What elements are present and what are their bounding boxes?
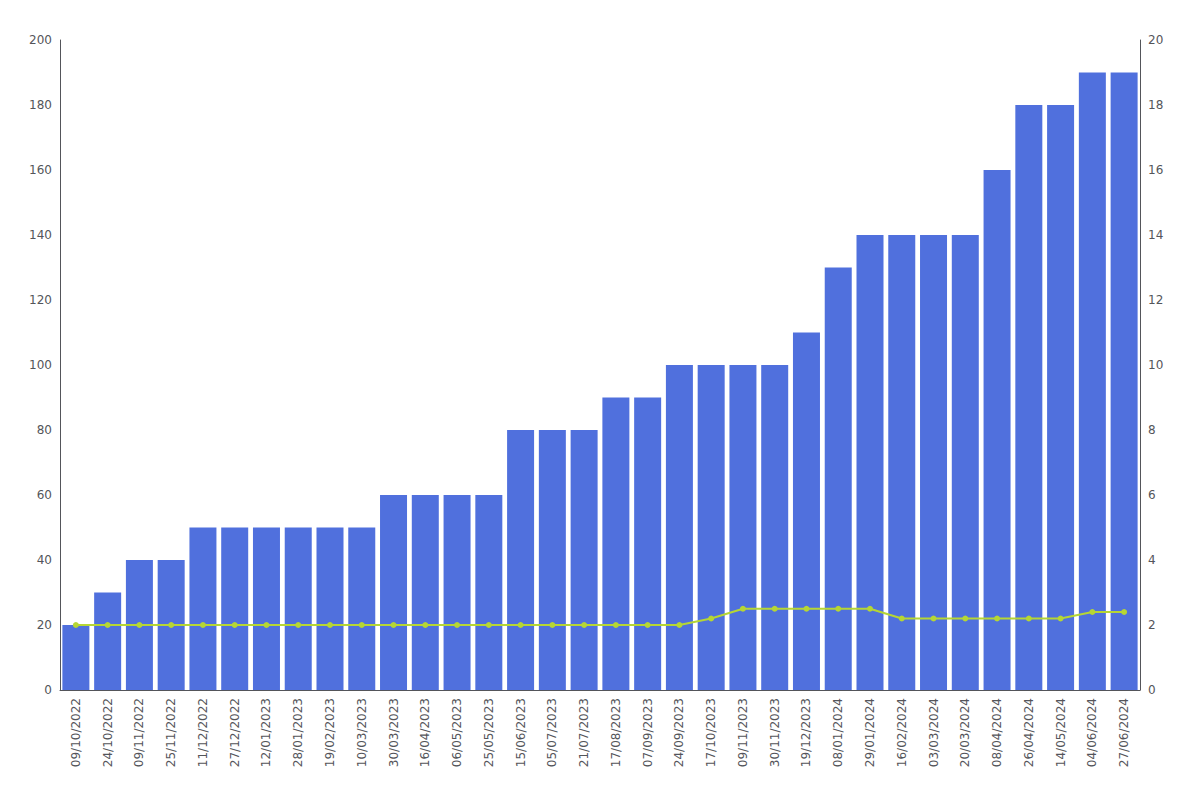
svg-text:09/11/2022: 09/11/2022	[132, 698, 146, 767]
svg-text:100: 100	[29, 358, 52, 372]
svg-text:60: 60	[37, 488, 52, 502]
svg-text:0: 0	[44, 683, 52, 697]
svg-text:140: 140	[29, 228, 52, 242]
svg-text:09/11/2023: 09/11/2023	[736, 698, 750, 767]
svg-text:24/09/2023: 24/09/2023	[672, 698, 686, 767]
svg-text:12/01/2023: 12/01/2023	[259, 698, 273, 767]
svg-text:14: 14	[1148, 228, 1163, 242]
svg-text:16: 16	[1148, 163, 1163, 177]
svg-text:18: 18	[1148, 98, 1163, 112]
svg-text:06/05/2023: 06/05/2023	[450, 698, 464, 767]
svg-text:04/06/2024: 04/06/2024	[1085, 698, 1099, 767]
svg-text:19/12/2023: 19/12/2023	[799, 698, 813, 767]
svg-text:2: 2	[1148, 618, 1156, 632]
svg-text:6: 6	[1148, 488, 1156, 502]
svg-text:200: 200	[29, 33, 52, 47]
svg-text:25/11/2022: 25/11/2022	[164, 698, 178, 767]
svg-text:20: 20	[1148, 33, 1163, 47]
svg-text:09/10/2022: 09/10/2022	[69, 698, 83, 767]
svg-text:25/05/2023: 25/05/2023	[482, 698, 496, 767]
svg-text:08/04/2024: 08/04/2024	[990, 698, 1004, 767]
svg-text:10/03/2023: 10/03/2023	[355, 698, 369, 767]
svg-text:20/03/2024: 20/03/2024	[958, 698, 972, 767]
svg-text:26/04/2024: 26/04/2024	[1022, 698, 1036, 767]
svg-text:17/10/2023: 17/10/2023	[704, 698, 718, 767]
svg-text:8: 8	[1148, 423, 1156, 437]
svg-text:17/08/2023: 17/08/2023	[609, 698, 623, 767]
svg-text:20: 20	[37, 618, 52, 632]
svg-text:11/12/2022: 11/12/2022	[196, 698, 210, 767]
svg-text:40: 40	[37, 553, 52, 567]
svg-text:28/01/2023: 28/01/2023	[291, 698, 305, 767]
svg-text:16/04/2023: 16/04/2023	[418, 698, 432, 767]
svg-text:30/03/2023: 30/03/2023	[387, 698, 401, 767]
svg-text:30/11/2023: 30/11/2023	[768, 698, 782, 767]
svg-text:0: 0	[1148, 683, 1156, 697]
svg-text:24/10/2022: 24/10/2022	[101, 698, 115, 767]
svg-text:27/12/2022: 27/12/2022	[228, 698, 242, 767]
svg-text:03/03/2024: 03/03/2024	[927, 698, 941, 767]
svg-text:10: 10	[1148, 358, 1163, 372]
svg-text:4: 4	[1148, 553, 1156, 567]
svg-text:16/02/2024: 16/02/2024	[895, 698, 909, 767]
svg-text:27/06/2024: 27/06/2024	[1117, 698, 1131, 767]
svg-text:21/07/2023: 21/07/2023	[577, 698, 591, 767]
svg-text:07/09/2023: 07/09/2023	[641, 698, 655, 767]
svg-text:15/06/2023: 15/06/2023	[514, 698, 528, 767]
svg-text:160: 160	[29, 163, 52, 177]
svg-text:08/01/2024: 08/01/2024	[831, 698, 845, 767]
svg-text:29/01/2024: 29/01/2024	[863, 698, 877, 767]
svg-text:19/02/2023: 19/02/2023	[323, 698, 337, 767]
svg-text:80: 80	[37, 423, 52, 437]
svg-text:12: 12	[1148, 293, 1163, 307]
svg-text:14/05/2024: 14/05/2024	[1054, 698, 1068, 767]
svg-text:180: 180	[29, 98, 52, 112]
svg-text:120: 120	[29, 293, 52, 307]
svg-text:05/07/2023: 05/07/2023	[545, 698, 559, 767]
